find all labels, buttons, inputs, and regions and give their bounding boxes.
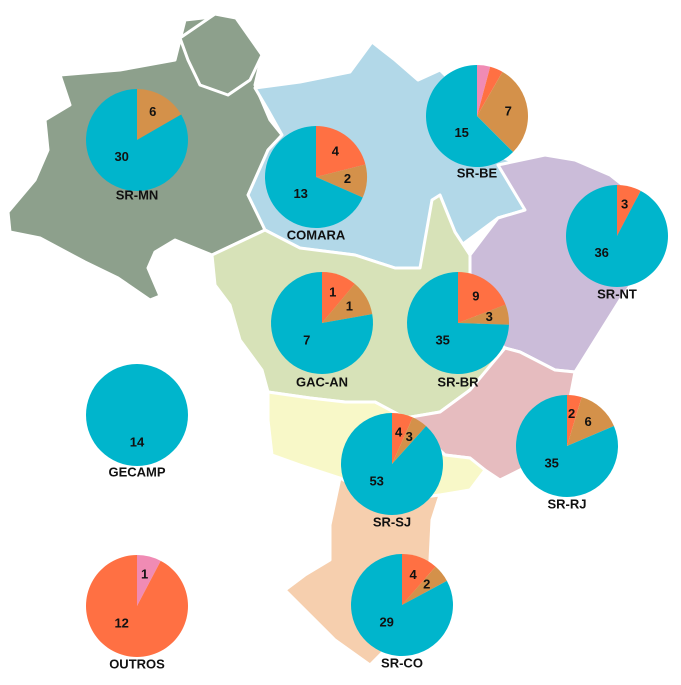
pie-slice-sr-nt-cyan (566, 185, 668, 287)
pie-value-label-sr-rj-orange: 2 (568, 406, 575, 421)
pie-value-label-comara-brown: 2 (344, 171, 351, 186)
pie-slice-gac-an-orange (322, 272, 355, 323)
pie-value-label-gac-an-cyan: 7 (303, 332, 310, 347)
pie-value-label-gac-an-brown: 1 (346, 299, 353, 314)
pie-sr-rj: 26 35 SR-RJ (516, 395, 619, 511)
pie-value-label-gac-an-orange: 1 (329, 285, 336, 300)
pie-slice-sr-br-brown (458, 304, 509, 325)
pie-gac-an: 11 7 GAC-AN (271, 272, 373, 389)
pie-name-label-gac-an: GAC-AN (296, 374, 348, 389)
pie-value-label-sr-br-cyan: 35 (435, 332, 449, 347)
pie-sr-mn: 6 30 SR-MN (86, 89, 188, 202)
pie-slice-sr-br-orange (458, 272, 506, 323)
pie-slice-sr-rj-brown (567, 397, 614, 446)
pie-value-label-sr-sj-brown: 3 (406, 429, 413, 444)
pie-name-label-sr-be: SR-BE (457, 165, 498, 180)
pie-value-label-comara-orange: 4 (332, 143, 340, 158)
pie-name-label-sr-nt: SR-NT (597, 286, 637, 301)
pie-slice-sr-be-brown (477, 71, 529, 153)
pie-gecamp: 14 GECAMP (86, 364, 188, 479)
pie-slice-gecamp-cyan (86, 364, 188, 466)
pie-sr-nt: 3 36 SR-NT (566, 185, 668, 301)
pie-slice-sr-be-pink (477, 65, 491, 116)
pie-value-label-outros-orange: 12 (114, 615, 128, 630)
pie-value-label-sr-mn-brown: 6 (149, 104, 156, 119)
pie-sr-br: 93 35 SR-BR (407, 272, 509, 389)
pie-slice-outros-orange (86, 555, 189, 658)
pie-slice-sr-co-orange (402, 554, 436, 605)
pie-slice-gac-an-brown (322, 283, 373, 323)
pie-sr-be: 7 15 SR-BE (426, 65, 529, 180)
pie-name-label-outros: OUTROS (109, 656, 165, 671)
pie-slice-sr-be-orange (477, 66, 503, 116)
pie-slice-gac-an-cyan (271, 272, 373, 375)
pie-slice-comara-orange (316, 126, 366, 177)
pie-value-label-sr-rj-cyan: 35 (544, 455, 558, 470)
pie-slice-sr-co-cyan (350, 554, 453, 656)
pie-slice-sr-be-cyan (426, 65, 514, 167)
pie-value-label-outros-pink: 1 (141, 567, 148, 582)
pie-slice-outros-pink (137, 555, 161, 606)
region-north-roraima (178, 12, 264, 97)
pie-value-label-sr-co-orange: 4 (409, 567, 417, 582)
pie-value-label-sr-co-cyan: 29 (379, 614, 393, 629)
pie-slice-sr-sj-cyan (341, 413, 444, 515)
pie-slice-sr-sj-brown (392, 417, 427, 464)
pie-value-label-sr-br-orange: 9 (472, 288, 479, 303)
pie-name-label-comara: COMARA (287, 227, 346, 242)
pie-comara: 42 13 COMARA (265, 126, 368, 242)
pie-slice-comara-brown (316, 164, 368, 198)
pie-name-label-gecamp: GECAMP (108, 464, 165, 479)
pie-value-label-sr-sj-orange: 4 (395, 425, 403, 440)
pie-slice-sr-nt-orange (617, 185, 641, 236)
pie-name-label-sr-co: SR-CO (381, 655, 423, 670)
pie-value-label-sr-nt-orange: 3 (621, 197, 628, 212)
pie-slice-sr-sj-orange (392, 413, 413, 464)
pie-slice-comara-cyan (265, 126, 363, 228)
pie-outros: 1 12 OUTROS (86, 555, 189, 671)
pie-value-label-sr-be-brown: 7 (505, 103, 512, 118)
pie-value-label-sr-rj-brown: 6 (584, 414, 591, 429)
pie-slice-sr-rj-orange (567, 395, 582, 446)
pie-slice-sr-co-brown (402, 566, 447, 605)
pie-value-label-sr-be-cyan: 15 (454, 125, 468, 140)
pie-slice-sr-mn-brown (137, 89, 182, 140)
pie-value-label-sr-sj-cyan: 53 (369, 473, 383, 488)
pie-slice-sr-rj-cyan (516, 395, 619, 498)
pie-value-label-sr-co-brown: 2 (423, 577, 430, 592)
pie-name-label-sr-rj: SR-RJ (547, 496, 586, 511)
pie-value-label-sr-nt-cyan: 36 (594, 245, 608, 260)
pie-sr-co: 42 29 SR-CO (350, 554, 453, 670)
pie-slice-sr-mn-cyan (86, 89, 188, 191)
pie-sr-sj: 4 3 53 SR-SJ (341, 413, 444, 529)
pie-layer: 630SR-MN4213COMARA715SR-BE336SR-NT117GAC… (86, 65, 668, 671)
pie-value-label-gecamp-cyan: 14 (130, 435, 145, 450)
pie-name-label-sr-br: SR-BR (437, 374, 479, 389)
pie-value-label-sr-br-brown: 3 (486, 309, 493, 324)
pie-name-label-sr-sj: SR-SJ (373, 514, 411, 529)
pie-name-label-sr-mn: SR-MN (116, 187, 159, 202)
pie-value-label-sr-mn-cyan: 30 (114, 149, 128, 164)
pie-slice-sr-br-cyan (407, 272, 509, 374)
pie-value-label-comara-cyan: 13 (293, 186, 307, 201)
